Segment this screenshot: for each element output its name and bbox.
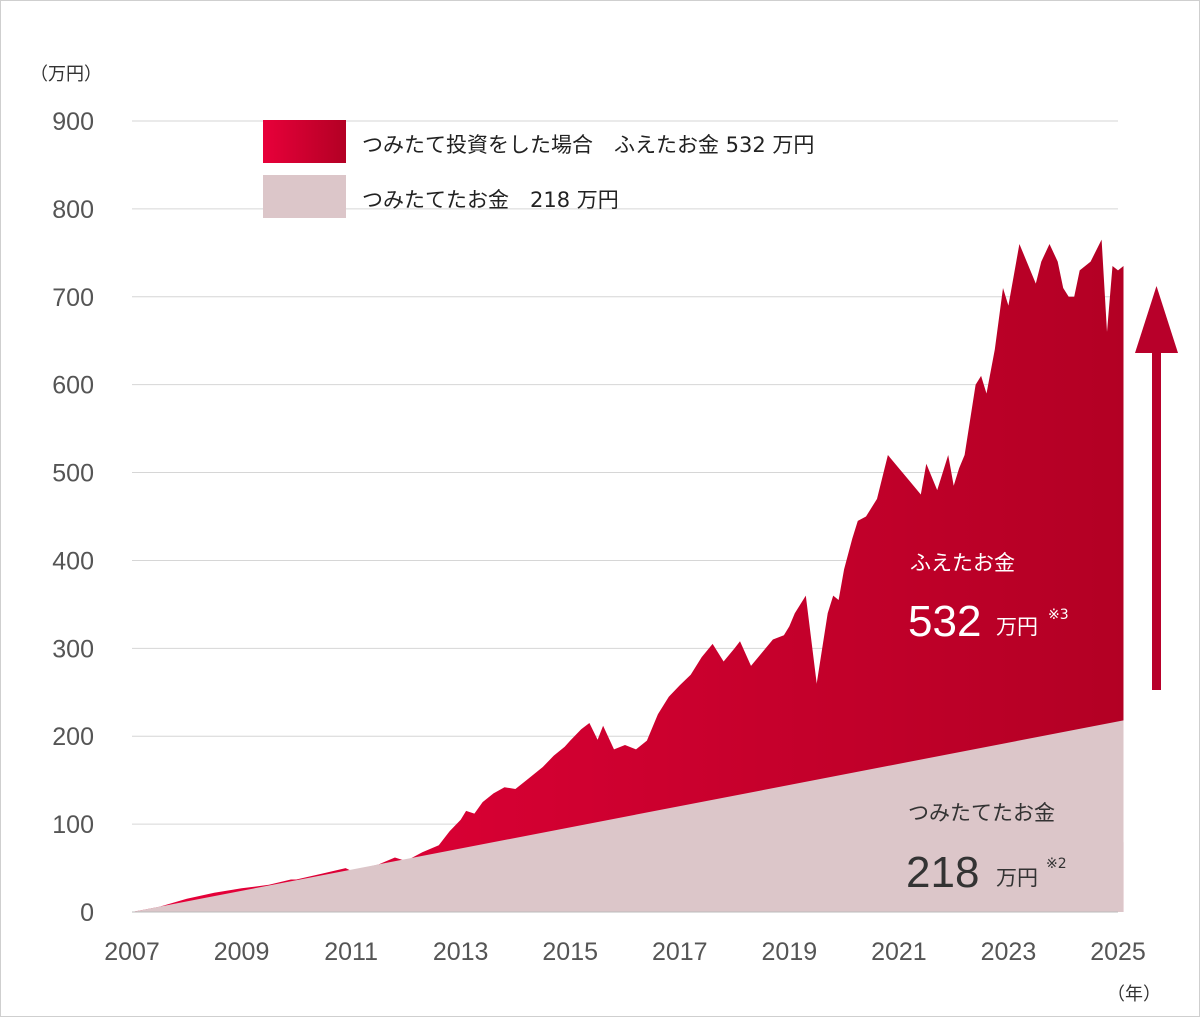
legend-swatch-increase (263, 120, 346, 163)
increase-arrow-icon (1135, 286, 1178, 690)
series-area-contributed (132, 720, 1124, 912)
annotation-contributed-label: つみたてたお金 (908, 801, 1055, 825)
x-tick-label: 2025 (1090, 938, 1146, 966)
x-axis-ticks: 2007 2009 2011 2013 2015 2017 2019 2021 2023 2025 (104, 938, 1146, 966)
annotation-increase-note: ※3 (1048, 607, 1069, 623)
y-axis-ticks: 0 100 200 300 400 500 600 700 800 900 (52, 108, 94, 927)
annotation-contributed-unit: 万円 (996, 866, 1038, 890)
y-tick-label: 0 (80, 899, 94, 927)
series-area-increase (132, 239, 1124, 913)
y-tick-label: 100 (52, 811, 94, 839)
annotation-increase-label: ふえたお金 (910, 551, 1015, 575)
x-tick-label: 2019 (762, 938, 818, 966)
y-tick-label: 600 (52, 372, 94, 400)
y-tick-label: 900 (52, 108, 94, 136)
y-tick-label: 700 (52, 284, 94, 312)
x-unit-label: （年） (1107, 984, 1161, 1005)
y-tick-label: 300 (52, 635, 94, 663)
annotation-increase-unit: 万円 (996, 615, 1038, 639)
x-tick-label: 2015 (542, 938, 598, 966)
x-tick-label: 2007 (104, 938, 160, 966)
x-tick-label: 2009 (214, 938, 270, 966)
legend-label-contributed: つみたてたお金 218 万円 (362, 188, 619, 212)
x-tick-label: 2017 (652, 938, 708, 966)
y-tick-label: 800 (52, 196, 94, 224)
annotation-contributed-value: 218 (906, 848, 979, 897)
annotation-contributed-note: ※2 (1046, 856, 1067, 872)
legend-swatch-contributed (263, 175, 346, 218)
x-tick-label: 2013 (433, 938, 489, 966)
y-tick-label: 500 (52, 460, 94, 488)
annotation-increase-value: 532 (908, 597, 981, 646)
x-tick-label: 2011 (324, 938, 378, 966)
y-unit-label: （万円） (30, 64, 102, 85)
x-tick-label: 2021 (871, 938, 927, 966)
legend-label-increase: つみたて投資をした場合 ふえたお金 532 万円 (362, 133, 814, 157)
y-tick-label: 200 (52, 723, 94, 751)
x-tick-label: 2023 (981, 938, 1037, 966)
y-tick-label: 400 (52, 547, 94, 575)
